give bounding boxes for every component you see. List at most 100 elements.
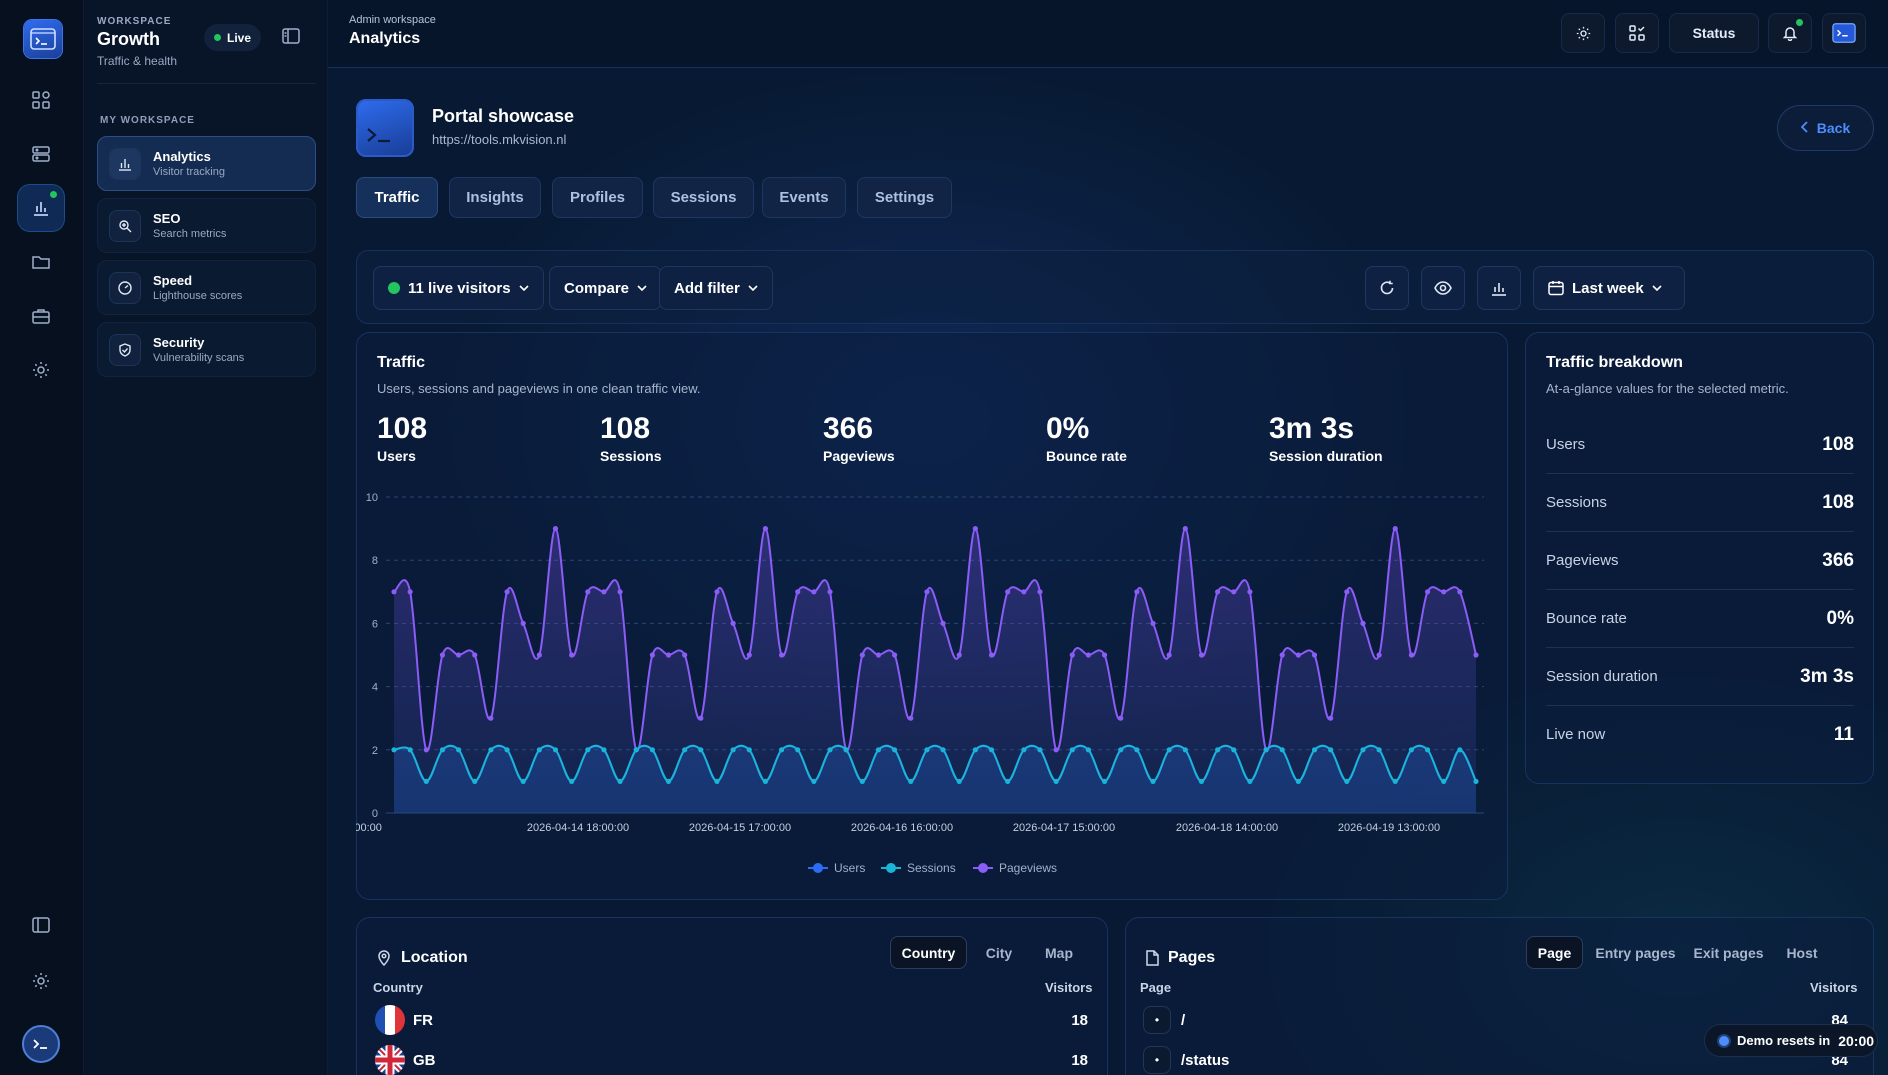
pageviews-point <box>1473 652 1479 658</box>
segment-country[interactable]: Country <box>890 936 967 969</box>
date-range-dropdown[interactable]: Last week <box>1533 266 1685 310</box>
folder-icon[interactable] <box>18 239 64 285</box>
theme-sun-icon[interactable] <box>18 958 64 1004</box>
segment-map[interactable]: Map <box>1045 944 1073 961</box>
top-bar: Admin workspace Analytics Status <box>328 0 1888 68</box>
sessions-point <box>1263 747 1269 753</box>
theme-toggle-button[interactable] <box>1561 13 1605 53</box>
refresh-button[interactable] <box>1365 266 1409 310</box>
segment-entry-pages[interactable]: Entry pages <box>1595 944 1676 961</box>
breakdown-card <box>1525 332 1874 784</box>
status-button[interactable]: Status <box>1669 13 1759 53</box>
compare-label: Compare <box>564 279 630 297</box>
notifications-button[interactable] <box>1768 13 1812 53</box>
demo-dot <box>1719 1035 1729 1046</box>
sessions-point <box>730 747 736 753</box>
dashboard-icon[interactable] <box>18 77 64 123</box>
sessions-point <box>1215 747 1221 753</box>
avatar[interactable] <box>22 1025 60 1063</box>
pageviews-point <box>1247 589 1253 595</box>
breakdown-row: Live now 11 <box>1546 706 1854 764</box>
pageviews-point <box>423 747 429 753</box>
tab-events[interactable]: Events <box>762 177 846 218</box>
pageviews-point <box>1005 589 1011 595</box>
kpi-label: Pageviews <box>823 448 895 464</box>
pageviews-point <box>698 715 704 721</box>
collapse-sidebar-icon[interactable] <box>282 28 300 49</box>
pageviews-point <box>730 620 736 626</box>
profile-button[interactable] <box>1822 13 1866 53</box>
sidebar-item-label: Analytics <box>153 149 211 164</box>
briefcase-icon[interactable] <box>18 293 64 339</box>
portal-title: Portal showcase <box>432 106 575 126</box>
server-icon[interactable] <box>18 131 64 177</box>
workspace-subtitle: Traffic & health <box>97 54 178 68</box>
sidebar-item-seo[interactable]: SEO Search metrics <box>97 198 316 253</box>
sessions-point <box>827 747 833 753</box>
analytics-icon[interactable] <box>18 185 64 231</box>
breakdown-value: 0% <box>1826 608 1854 629</box>
pageviews-point <box>1101 652 1108 658</box>
pageviews-point <box>472 652 478 658</box>
sessions-point <box>391 747 397 753</box>
segment-city[interactable]: City <box>985 944 1013 961</box>
breakdown-list: Users 108 Sessions 108 Pageviews 366 Bounce… <box>1546 416 1854 764</box>
location-title: Location <box>401 949 468 966</box>
sessions-point <box>1134 747 1140 753</box>
sessions-point <box>859 778 865 784</box>
breakdown-row: Users 108 <box>1546 416 1854 474</box>
sun-icon[interactable] <box>18 347 64 393</box>
portal-url[interactable]: https://tools.mkvision.nl <box>432 132 567 147</box>
sessions-point <box>843 747 849 753</box>
pageviews-point <box>1150 620 1156 626</box>
tab-insights[interactable]: Insights <box>449 177 541 218</box>
sidebar-toggle-icon[interactable] <box>18 902 64 948</box>
back-button[interactable]: Back <box>1777 105 1874 151</box>
pageviews-point <box>972 526 978 532</box>
segment-page[interactable]: Page <box>1526 936 1583 969</box>
tab-profiles[interactable]: Profiles <box>552 177 643 218</box>
add-filter-label: Add filter <box>674 279 740 297</box>
sidebar-item-speed[interactable]: Speed Lighthouse scores <box>97 260 316 315</box>
tab-traffic[interactable]: Traffic <box>356 177 438 218</box>
add-filter-dropdown[interactable]: Add filter <box>659 266 773 310</box>
page-path[interactable]: / <box>1181 1012 1186 1029</box>
sessions-point <box>1344 778 1350 784</box>
legend-label: Pageviews <box>999 861 1057 875</box>
app-logo-icon[interactable] <box>24 20 62 58</box>
refresh-icon <box>1380 280 1394 295</box>
location-card <box>356 917 1108 1075</box>
topbar-kicker: Admin workspace <box>349 14 436 26</box>
chart-type-button[interactable] <box>1477 266 1521 310</box>
x-tick-label: 2026-04-17 15:00:00 <box>1013 822 1115 834</box>
view-toggle-button[interactable] <box>1421 266 1465 310</box>
sessions-point <box>698 747 704 753</box>
traffic-chart[interactable]: 0 2 4 6 8 10 6-04-14 08:00:00 2026-04-14 18:00:… <box>356 480 1508 890</box>
location-visitors: 18 <box>1071 1012 1088 1029</box>
pageviews-point <box>504 589 510 595</box>
sidebar-item-security[interactable]: Security Vulnerability scans <box>97 322 316 377</box>
live-visitors-dropdown[interactable]: 11 live visitors <box>373 266 544 310</box>
sessions-point <box>1231 747 1237 753</box>
sessions-point <box>762 778 769 784</box>
breakdown-subtitle: At-a-glance values for the selected metr… <box>1546 381 1789 396</box>
x-tick-label: 2026-04-15 17:00:00 <box>689 822 791 834</box>
apps-button[interactable] <box>1615 13 1659 53</box>
sidebar-item-analytics[interactable]: Analytics Visitor tracking <box>97 136 316 191</box>
demo-reset-badge: Demo resets in 20:00 <box>1704 1024 1878 1057</box>
tab-sessions[interactable]: Sessions <box>653 177 754 218</box>
tab-settings[interactable]: Settings <box>857 177 952 218</box>
sessions-point <box>649 747 655 753</box>
pageviews-point <box>601 589 607 595</box>
shield-icon <box>109 333 141 366</box>
sessions-point <box>682 747 688 753</box>
compare-dropdown[interactable]: Compare <box>549 266 663 310</box>
segment-host[interactable]: Host <box>1786 944 1818 961</box>
page-path[interactable]: /status <box>1181 1052 1230 1069</box>
breakdown-value: 11 <box>1833 724 1854 745</box>
pageviews-point <box>1295 652 1301 658</box>
sessions-point <box>1392 778 1398 784</box>
pageviews-point <box>1118 715 1124 721</box>
segment-exit-pages[interactable]: Exit pages <box>1693 944 1764 961</box>
page-bullet-icon: • <box>1143 1046 1171 1074</box>
